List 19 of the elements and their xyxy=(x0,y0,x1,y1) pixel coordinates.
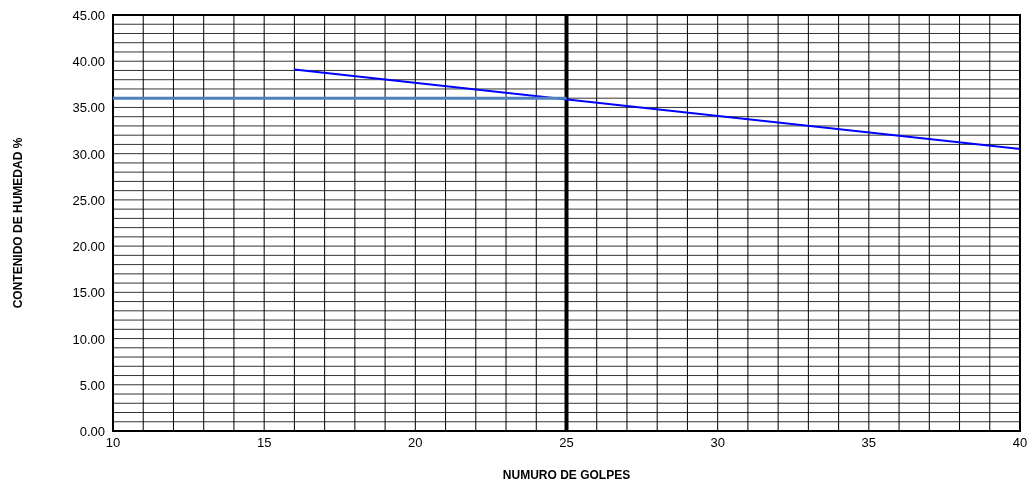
y-tick-label: 30.00 xyxy=(72,146,105,162)
x-tick-label: 20 xyxy=(408,435,423,450)
x-tick-label: 10 xyxy=(105,435,121,450)
y-tick-label: 25.00 xyxy=(72,192,105,208)
x-tick-label: 30 xyxy=(710,435,725,450)
x-tick-label: 15 xyxy=(256,435,272,450)
y-tick-label: 10.00 xyxy=(72,331,105,347)
y-tick-label: 40.00 xyxy=(72,54,105,70)
y-tick-label: 0.00 xyxy=(79,424,105,439)
y-tick-label: 15.00 xyxy=(72,285,105,301)
x-tick-label: 40 xyxy=(1012,435,1028,450)
y-tick-label: 20.00 xyxy=(72,239,105,255)
x-tick-label: 25 xyxy=(559,435,574,450)
y-axis-title: CONTENIDO DE HUMEDAD % xyxy=(11,137,25,309)
y-tick-label: 35.00 xyxy=(72,100,105,116)
x-axis-title: NUMURO DE GOLPES xyxy=(502,468,631,482)
y-tick-label: 5.00 xyxy=(79,377,105,393)
y-tick-label: 45.00 xyxy=(72,8,105,23)
x-tick-label: 35 xyxy=(861,435,877,450)
